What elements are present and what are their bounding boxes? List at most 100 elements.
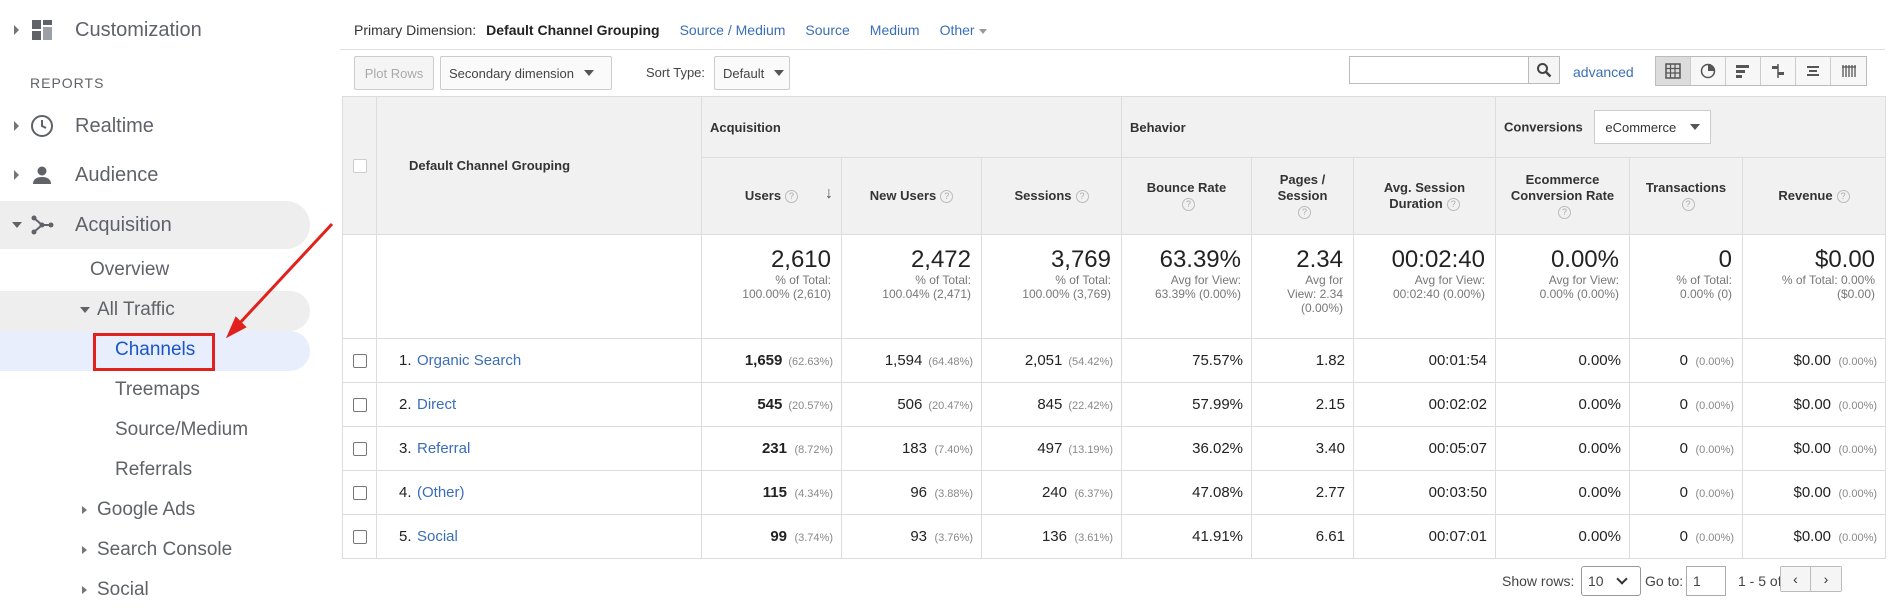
pie-view-button[interactable]	[1691, 57, 1726, 85]
help-icon[interactable]: ?	[1446, 198, 1460, 212]
performance-view-button[interactable]	[1726, 57, 1761, 85]
caret-right-icon	[14, 170, 19, 180]
help-icon[interactable]: ?	[1836, 190, 1850, 204]
channel-link[interactable]: Direct	[417, 396, 457, 413]
col-users[interactable]: Users? ↓	[701, 157, 842, 235]
comparison-icon	[1772, 64, 1784, 78]
sidebar-item-social[interactable]: Social	[97, 579, 149, 600]
total-users-sub2: 100.00% (2,610)	[742, 287, 831, 301]
dimension-header[interactable]: Default Channel Grouping	[376, 96, 702, 235]
sidebar-item-google-ads[interactable]: Google Ads	[97, 499, 196, 520]
chevron-down-icon	[1615, 573, 1628, 585]
term-cloud-view-button[interactable]	[1796, 57, 1831, 85]
conversions-group-header: Conversions eCommerce	[1494, 96, 1887, 158]
help-icon[interactable]: ?	[785, 190, 799, 204]
chevron-right-icon: ›	[1823, 571, 1829, 587]
next-page-button[interactable]: ›	[1811, 567, 1841, 591]
sidebar-item-realtime[interactable]: Realtime	[0, 106, 310, 146]
cell-revenue: $0.00 (0.00%)	[1741, 338, 1887, 383]
col-revenue[interactable]: Revenue?	[1741, 157, 1887, 235]
total-pages-session: 2.34 Avg for View: 2.34 (0.00%)	[1251, 234, 1354, 339]
cell-value: 0	[1679, 484, 1688, 501]
channel-link[interactable]: (Other)	[417, 484, 465, 501]
total-avg-session-duration: 00:02:40 Avg for View: 00:02:40 (0.00%)	[1353, 234, 1496, 339]
total-revenue-sub2: ($0.00)	[1837, 287, 1876, 301]
view-type-switcher	[1655, 56, 1867, 86]
prev-page-button[interactable]: ‹	[1781, 567, 1811, 591]
dimension-source[interactable]: Source	[805, 22, 850, 38]
col-pages-session[interactable]: Pages / Session?	[1251, 157, 1354, 235]
show-rows-select[interactable]: 10	[1581, 566, 1641, 596]
dimension-other-dropdown[interactable]: Other	[940, 22, 987, 38]
cell-revenue: $0.00 (0.00%)	[1741, 470, 1887, 515]
data-table-view-button[interactable]	[1656, 57, 1691, 85]
sidebar-item-customization[interactable]: Customization	[0, 10, 310, 50]
total-revenue: $0.00% of Total: 0.00% ($0.00)	[1741, 234, 1887, 339]
sidebar-item-referrals[interactable]: Referrals	[115, 459, 193, 480]
sort-desc-icon: ↓	[825, 185, 833, 202]
sidebar-item-all-traffic[interactable]: All Traffic	[97, 299, 175, 320]
sidebar-item-acquisition[interactable]: Acquisition	[0, 205, 310, 245]
total-duration-sub1: Avg for View:	[1414, 273, 1485, 287]
select-all-checkbox[interactable]	[352, 159, 367, 174]
total-conv-rate-sub1: Avg for View:	[1548, 273, 1619, 287]
sidebar-item-search-console[interactable]: Search Console	[97, 539, 233, 560]
cell-value: $0.00	[1793, 528, 1832, 545]
cell-percent: (13.19%)	[1068, 444, 1113, 456]
advanced-filter-link[interactable]: advanced	[1573, 64, 1634, 80]
cell-percent: (0.00%)	[1695, 356, 1734, 368]
acquisition-group-header: Acquisition	[701, 96, 1122, 158]
row-checkbox[interactable]	[352, 398, 367, 413]
total-new-users-sub2: 100.04% (2,471)	[882, 287, 971, 301]
cell-new-users: 96 (3.88%)	[841, 470, 982, 515]
dimension-medium[interactable]: Medium	[869, 22, 920, 38]
cell-value: 00:07:01	[1428, 528, 1487, 545]
total-bounce-rate-sub2: 63.39% (0.00%)	[1154, 287, 1241, 301]
row-checkbox[interactable]	[352, 354, 367, 369]
col-transactions[interactable]: Transactions?	[1629, 157, 1743, 235]
channel-link[interactable]: Organic Search	[417, 352, 522, 369]
col-bounce-rate[interactable]: Bounce Rate?	[1121, 157, 1252, 235]
goto-page-input[interactable]: 1	[1686, 566, 1726, 596]
col-new-users[interactable]: New Users?	[841, 157, 982, 235]
row-checkbox[interactable]	[352, 530, 367, 545]
row-checkbox[interactable]	[352, 486, 367, 501]
row-checkbox[interactable]	[352, 442, 367, 457]
table-search-input[interactable]	[1349, 56, 1529, 84]
sort-type-dropdown[interactable]: Default	[714, 56, 790, 90]
dimension-source-medium[interactable]: Source / Medium	[679, 22, 786, 38]
help-icon[interactable]: ?	[1075, 190, 1089, 204]
cell-value: $0.00	[1793, 484, 1832, 501]
sort-type-value: Default	[723, 65, 765, 81]
col-avg-session-duration[interactable]: Avg. Session Duration?	[1353, 157, 1496, 235]
help-icon[interactable]: ?	[1681, 198, 1695, 212]
cell-value: 136	[1041, 528, 1067, 545]
col-ecommerce-conversion-rate[interactable]: Ecommerce Conversion Rate?	[1495, 157, 1630, 235]
cell-percent: (7.40%)	[934, 444, 973, 456]
cell-value: 00:01:54	[1428, 352, 1487, 369]
chevron-left-icon: ‹	[1793, 571, 1798, 587]
comparison-view-button[interactable]	[1761, 57, 1796, 85]
channel-link[interactable]: Social	[417, 528, 458, 545]
help-icon[interactable]: ?	[940, 190, 954, 204]
search-button[interactable]	[1528, 56, 1560, 84]
sidebar-item-channels[interactable]: Channels	[115, 339, 196, 360]
col-pages-session-label: Pages / Session	[1277, 172, 1328, 203]
dimension-default-channel-grouping[interactable]: Default Channel Grouping	[486, 22, 660, 38]
sidebar-item-overview[interactable]: Overview	[90, 259, 170, 280]
col-sessions[interactable]: Sessions?	[981, 157, 1122, 235]
channel-link[interactable]: Referral	[417, 440, 471, 457]
pivot-view-button[interactable]	[1831, 57, 1866, 85]
help-icon[interactable]: ?	[1182, 198, 1195, 212]
sidebar-item-audience[interactable]: Audience	[0, 155, 310, 195]
cell-conv-rate: 0.00%	[1495, 426, 1630, 471]
row-channel-cell: 5. Social	[376, 514, 702, 559]
cell-revenue: $0.00 (0.00%)	[1741, 514, 1887, 559]
conversions-goal-dropdown[interactable]: eCommerce	[1594, 110, 1712, 144]
sidebar-item-treemaps[interactable]: Treemaps	[115, 379, 200, 400]
sidebar-item-source-medium[interactable]: Source/Medium	[115, 419, 249, 440]
help-icon[interactable]: ?	[1558, 206, 1571, 220]
plot-rows-button[interactable]: Plot Rows	[354, 56, 434, 90]
secondary-dimension-dropdown[interactable]: Secondary dimension	[440, 56, 612, 90]
help-icon[interactable]: ?	[1298, 206, 1311, 220]
